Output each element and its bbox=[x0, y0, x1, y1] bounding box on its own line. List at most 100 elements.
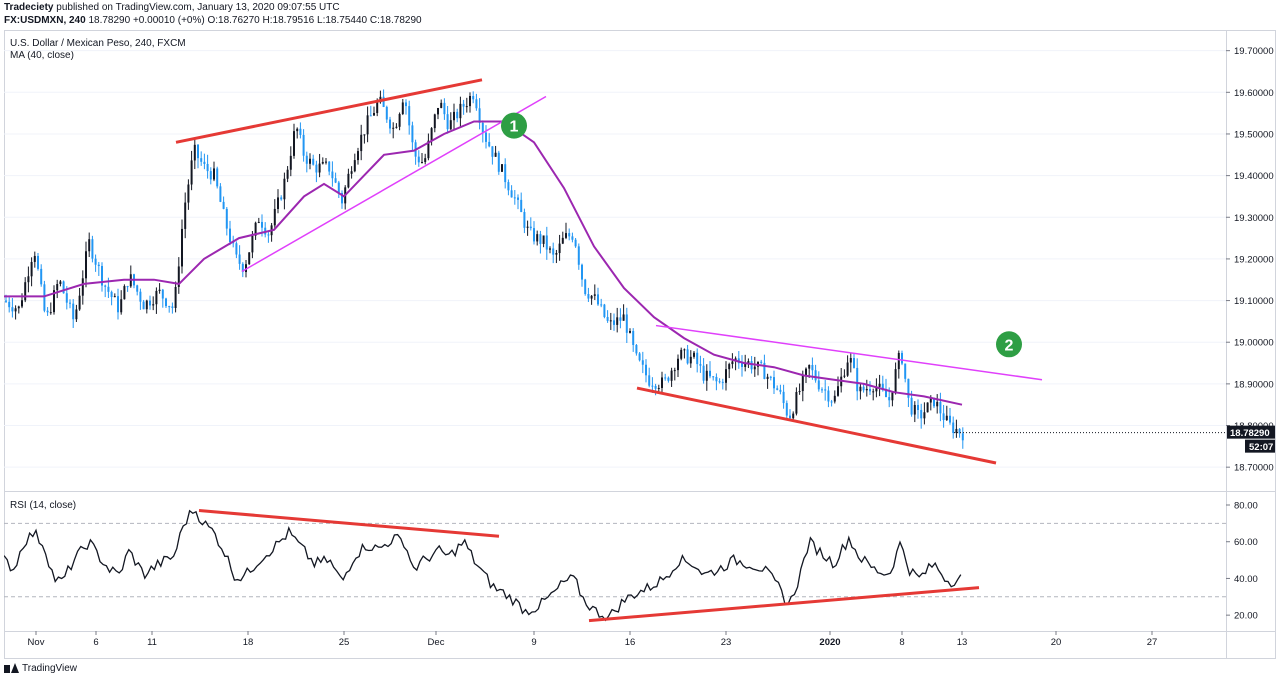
candle-body bbox=[238, 254, 241, 264]
candle-body bbox=[5, 300, 7, 302]
candle-body bbox=[65, 293, 68, 303]
ma-line bbox=[4, 120, 963, 406]
candle-body bbox=[808, 365, 811, 369]
candle-body bbox=[321, 161, 324, 164]
candle-body bbox=[14, 308, 17, 312]
candle-body bbox=[446, 114, 449, 130]
price-tick-label: 18.90000 bbox=[1234, 379, 1274, 390]
candle-body bbox=[299, 128, 302, 135]
candle-body bbox=[97, 264, 100, 267]
candle-body bbox=[94, 258, 97, 265]
candle-body bbox=[453, 111, 455, 121]
candle-body bbox=[645, 364, 647, 376]
price-trendline bbox=[636, 386, 997, 465]
candle-body bbox=[769, 376, 772, 378]
candle-body bbox=[555, 253, 558, 255]
candle-body bbox=[305, 155, 308, 164]
candle-body bbox=[363, 134, 366, 136]
candle-body bbox=[53, 290, 55, 313]
candle-body bbox=[680, 349, 683, 359]
candle-body bbox=[574, 239, 577, 247]
time-tick-label: 9 bbox=[531, 637, 536, 648]
candle-body bbox=[267, 234, 270, 236]
candle-body bbox=[568, 233, 571, 237]
candle-body bbox=[517, 197, 519, 200]
candle-body bbox=[405, 102, 407, 107]
time-tick-label: 16 bbox=[625, 637, 636, 648]
marker-circle bbox=[501, 112, 527, 139]
candle-body bbox=[248, 252, 251, 265]
candle-body bbox=[469, 95, 471, 107]
candle-body bbox=[494, 152, 497, 157]
time-tick-label: 13 bbox=[957, 637, 968, 648]
candle-body bbox=[894, 369, 897, 393]
candle-body bbox=[629, 331, 631, 333]
candle-body bbox=[731, 361, 734, 365]
candle-body bbox=[718, 381, 721, 383]
candle-body bbox=[763, 362, 766, 379]
candle-body bbox=[465, 106, 468, 108]
candle-body bbox=[888, 397, 891, 401]
time-tick-label: 18 bbox=[243, 637, 254, 648]
candle-body bbox=[801, 375, 804, 392]
candle-body bbox=[917, 404, 919, 410]
candle-body bbox=[654, 385, 657, 389]
candle-body bbox=[897, 352, 900, 370]
candle-body bbox=[113, 296, 116, 298]
candle-body bbox=[261, 221, 263, 228]
candle-body bbox=[849, 358, 852, 363]
price-tick-label: 19.40000 bbox=[1234, 171, 1274, 182]
rsi-tick-label: 80.00 bbox=[1234, 501, 1258, 512]
candle-body bbox=[136, 285, 139, 292]
candle-body bbox=[693, 352, 695, 357]
candle-body bbox=[853, 358, 855, 368]
candle-body bbox=[619, 317, 622, 321]
candle-body bbox=[251, 235, 254, 253]
candle-body bbox=[622, 314, 625, 321]
candle-body bbox=[689, 356, 692, 364]
marker-label: 2 bbox=[1005, 337, 1014, 354]
rsi-tick-label: 20.00 bbox=[1234, 611, 1258, 622]
candle-body bbox=[389, 119, 391, 129]
candle-body bbox=[75, 309, 78, 320]
candle-body bbox=[325, 161, 327, 163]
candle-body bbox=[481, 122, 484, 133]
chart-area[interactable]: U.S. Dollar / Mexican Peso, 240, FXCM MA… bbox=[3, 30, 1276, 659]
candle-body bbox=[104, 285, 107, 287]
candle-body bbox=[424, 158, 427, 163]
candle-body bbox=[869, 388, 871, 392]
candle-body bbox=[923, 412, 926, 419]
candle-body bbox=[597, 294, 599, 305]
candle-body bbox=[257, 221, 260, 223]
candle-body bbox=[78, 295, 81, 310]
candle-body bbox=[200, 158, 203, 162]
chart-svg[interactable]: U.S. Dollar / Mexican Peso, 240, FXCM MA… bbox=[3, 30, 1276, 659]
candle-body bbox=[677, 358, 679, 371]
candle-body bbox=[398, 113, 401, 127]
candle-body bbox=[856, 367, 859, 392]
rsi-line bbox=[3, 509, 962, 622]
candle-body bbox=[145, 300, 148, 310]
candle-body bbox=[651, 385, 654, 387]
open-label: O: bbox=[207, 15, 219, 26]
candle-body bbox=[920, 409, 923, 419]
candle-body bbox=[219, 186, 222, 202]
footer: TradingView bbox=[4, 660, 77, 676]
candle-body bbox=[955, 428, 958, 434]
rsi-trendline bbox=[198, 509, 500, 538]
candle-body bbox=[165, 298, 167, 307]
candle-body bbox=[533, 228, 535, 242]
candle-body bbox=[603, 304, 606, 317]
rsi-bands bbox=[4, 522, 1226, 598]
candle-body bbox=[513, 197, 516, 199]
candle-body bbox=[126, 286, 129, 288]
candle-body bbox=[625, 314, 628, 333]
candle-body bbox=[833, 395, 836, 402]
candle-body bbox=[417, 156, 420, 163]
publish-line: Tradeciety published on TradingView.com,… bbox=[4, 2, 340, 13]
candle-body bbox=[497, 152, 500, 172]
candle-body bbox=[510, 190, 513, 198]
candle-body bbox=[357, 151, 359, 161]
candle-body bbox=[773, 377, 775, 389]
candle-body bbox=[891, 392, 894, 401]
